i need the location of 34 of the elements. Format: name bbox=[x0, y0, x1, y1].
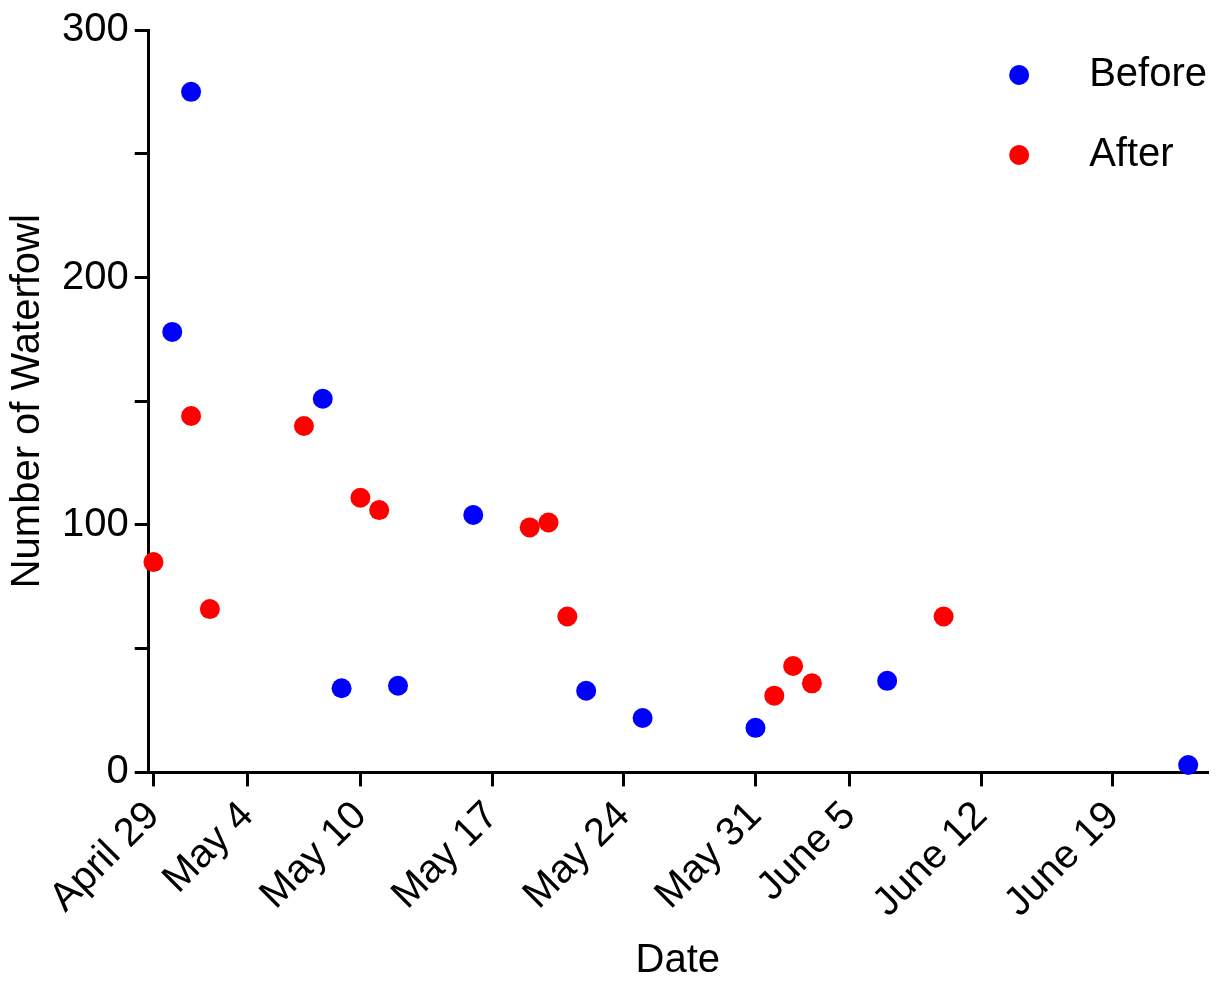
y-tick-label: 100 bbox=[61, 499, 129, 544]
point bbox=[143, 552, 164, 573]
point bbox=[293, 415, 314, 436]
y-tick-label: 300 bbox=[61, 5, 129, 50]
point bbox=[519, 517, 540, 538]
point bbox=[369, 500, 390, 521]
point bbox=[331, 678, 352, 699]
point bbox=[162, 321, 183, 342]
point bbox=[181, 406, 202, 427]
y-tick-label: 0 bbox=[106, 747, 129, 792]
point bbox=[388, 675, 409, 696]
point bbox=[350, 487, 371, 508]
point bbox=[199, 599, 220, 620]
point bbox=[632, 707, 653, 728]
point bbox=[1178, 754, 1199, 775]
point bbox=[576, 680, 597, 701]
legend-label: After bbox=[1089, 130, 1174, 175]
point bbox=[877, 670, 898, 691]
point bbox=[557, 606, 578, 627]
y-axis-title: Number of Waterfowl bbox=[3, 214, 48, 589]
x-axis-title: Date bbox=[635, 936, 721, 981]
point bbox=[312, 388, 333, 409]
point bbox=[538, 512, 559, 533]
point bbox=[764, 685, 785, 706]
point bbox=[463, 505, 484, 526]
y-tick-label: 200 bbox=[61, 252, 129, 297]
point bbox=[745, 717, 766, 738]
point bbox=[933, 606, 954, 627]
point bbox=[181, 81, 202, 102]
legend-label: Before bbox=[1089, 50, 1208, 95]
x-tick-label: May 17 bbox=[381, 791, 506, 916]
x-tick-label: May 24 bbox=[513, 791, 638, 916]
point bbox=[783, 656, 804, 676]
point bbox=[801, 673, 822, 694]
